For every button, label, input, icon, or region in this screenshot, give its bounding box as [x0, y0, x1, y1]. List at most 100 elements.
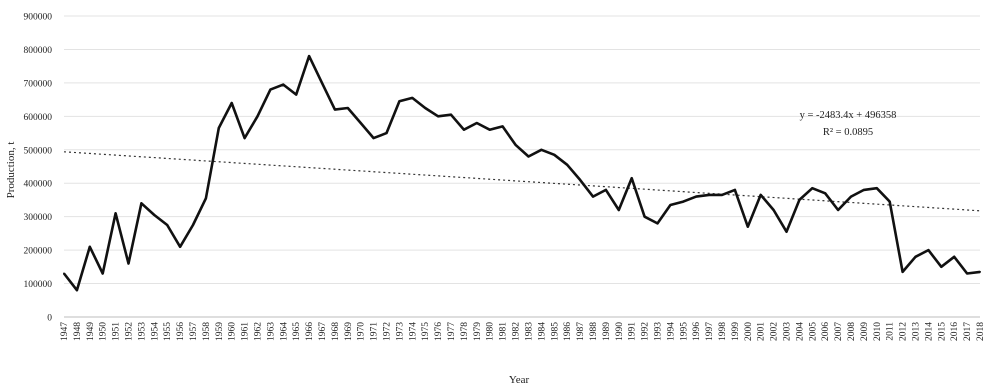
x-tick-label: 2016: [950, 322, 960, 341]
x-axis-title: Year: [509, 374, 530, 386]
data-point-1998: [720, 193, 723, 196]
x-tick-label: 2017: [963, 322, 973, 341]
x-tick-label: 2002: [770, 322, 780, 341]
data-point-1965: [295, 93, 298, 96]
y-tick-label: 900000: [24, 13, 53, 23]
y-axis-title: Production, t: [5, 142, 17, 199]
y-tick-label: 600000: [24, 113, 53, 123]
x-tick-label: 1991: [628, 322, 638, 341]
x-tick-label: 1994: [666, 322, 676, 341]
data-point-1959: [217, 127, 220, 130]
y-tick-label: 700000: [24, 79, 53, 89]
x-tick-label: 1993: [653, 322, 663, 341]
x-tick-label: 1970: [357, 322, 367, 341]
x-tick-label: 1995: [679, 322, 689, 341]
data-point-2016: [953, 255, 956, 258]
data-point-2014: [927, 249, 930, 252]
x-tick-label: 1963: [266, 322, 276, 341]
y-tick-label: 500000: [24, 146, 53, 156]
data-point-1974: [411, 96, 414, 99]
data-point-2002: [772, 208, 775, 211]
data-point-2011: [888, 200, 891, 203]
data-point-1989: [604, 188, 607, 191]
data-point-2004: [798, 198, 801, 201]
x-tick-label: 1978: [460, 322, 470, 341]
x-tick-label: 2007: [834, 322, 844, 341]
y-tick-label: 400000: [24, 180, 53, 190]
data-point-1972: [385, 132, 388, 135]
data-point-1984: [540, 148, 543, 151]
data-point-1951: [114, 212, 117, 215]
trendline: [63, 151, 981, 212]
x-tick-label: 1965: [292, 322, 302, 341]
data-point-1979: [475, 122, 478, 125]
x-tick-label: 1960: [228, 322, 238, 341]
data-point-2009: [862, 188, 865, 191]
data-point-1973: [398, 100, 401, 103]
x-tick-label: 1948: [73, 322, 83, 341]
x-tick-label: 1952: [125, 322, 135, 341]
data-point-2008: [849, 195, 852, 198]
data-point-1991: [630, 177, 633, 180]
x-tick-label: 2003: [782, 322, 792, 341]
y-tick-label: 800000: [24, 46, 53, 56]
x-tick-label: 1967: [318, 322, 328, 341]
x-tick-label: 1988: [589, 322, 599, 341]
x-tick-label: 2014: [924, 322, 934, 341]
data-point-1962: [256, 115, 259, 118]
data-point-1975: [424, 106, 427, 109]
data-point-2018: [979, 270, 981, 273]
data-points: [63, 55, 981, 292]
data-point-1956: [179, 245, 182, 248]
x-tick-label: 1956: [176, 322, 186, 341]
x-tick-label: 1983: [524, 322, 534, 341]
data-point-1948: [75, 289, 78, 292]
x-tick-label: 1980: [486, 322, 496, 341]
data-point-1947: [63, 272, 65, 275]
data-point-1958: [204, 197, 207, 200]
data-point-1999: [733, 188, 736, 191]
data-point-1978: [462, 128, 465, 131]
data-point-1980: [488, 128, 491, 131]
data-point-1963: [269, 88, 272, 91]
data-point-1967: [321, 81, 324, 84]
data-point-1990: [617, 208, 620, 211]
data-point-1985: [553, 153, 556, 156]
y-tick-label: 0: [47, 314, 52, 324]
x-tick-label: 1964: [279, 322, 289, 341]
x-tick-label: 1951: [112, 322, 122, 341]
data-point-1969: [346, 106, 349, 109]
data-point-1993: [656, 222, 659, 225]
x-tick-label: 1961: [241, 322, 251, 341]
data-point-1966: [308, 55, 311, 58]
x-tick-label: 1979: [473, 322, 483, 341]
x-tick-label: 1968: [331, 322, 341, 341]
x-tick-label: 2004: [795, 322, 805, 341]
x-tick-label: 2010: [873, 322, 883, 341]
data-point-2013: [914, 255, 917, 258]
y-tick-label: 100000: [24, 280, 53, 290]
data-point-2005: [811, 187, 814, 190]
x-tick-label: 1997: [705, 322, 715, 341]
trendline-equation: y = -2483.4x + 496358: [800, 110, 897, 121]
data-point-1955: [166, 224, 169, 227]
x-tick-label: 1998: [718, 322, 728, 341]
data-point-1968: [333, 108, 336, 111]
data-point-2007: [837, 208, 840, 211]
x-tick-label: 1972: [383, 322, 393, 341]
data-point-1976: [437, 115, 440, 118]
data-point-1952: [127, 262, 130, 265]
x-tick-label: 1958: [202, 322, 212, 341]
data-point-2000: [746, 225, 749, 228]
x-tick-label: 2012: [899, 322, 909, 341]
x-tick-label: 1987: [576, 322, 586, 341]
x-tick-label: 1990: [615, 322, 625, 341]
data-point-2012: [901, 270, 904, 273]
x-tick-label: 2000: [744, 322, 754, 341]
y-tick-label: 300000: [24, 213, 53, 223]
x-tick-label: 2005: [808, 322, 818, 341]
x-tick-label: 1982: [512, 322, 522, 341]
x-tick-label: 1949: [86, 322, 96, 341]
x-tick-label: 1957: [189, 322, 199, 341]
